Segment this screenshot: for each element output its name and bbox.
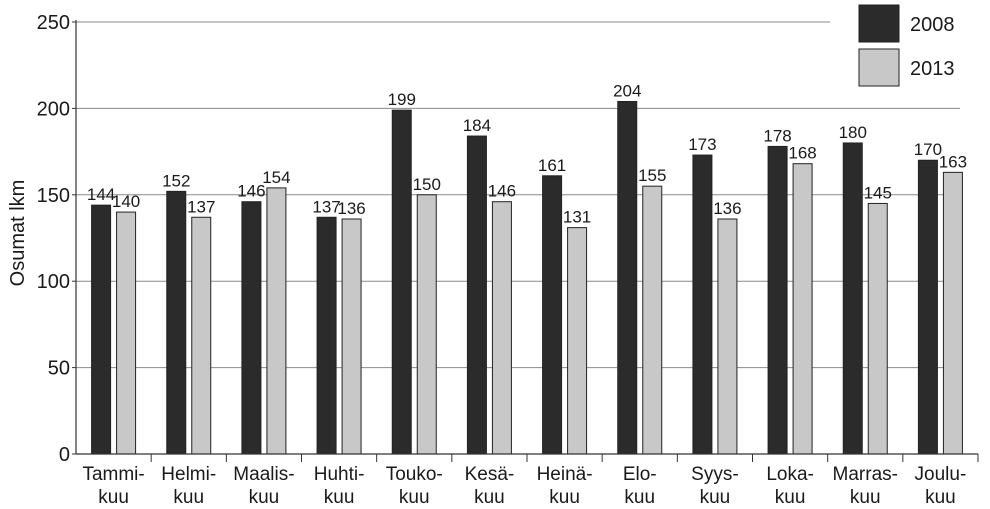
x-tick-label-10: Marras-kuu [833,464,898,508]
value-label-2008-4: 199 [388,90,416,109]
bars [91,100,963,455]
bar-2013-6 [567,227,588,455]
gridlines [76,21,960,369]
bar-2013-5 [491,201,512,455]
value-label-2013-11: 163 [939,152,967,171]
bar-2008-10 [842,142,863,455]
value-label-2008-7: 204 [613,81,641,100]
legend: 2008 2013 [858,4,955,87]
x-tick-label-4: Touko-kuu [386,464,443,508]
y-tick-label-0: 0 [59,444,70,466]
bar-2013-10 [867,202,888,455]
value-label-2008-2: 146 [237,182,265,201]
bar-2013-1 [191,216,212,455]
value-label-2013-3: 136 [337,199,365,218]
bar-2008-4 [391,109,412,455]
value-label-2013-2: 154 [262,168,290,187]
bar-2013-11 [942,171,963,455]
value-label-2008-9: 178 [763,126,791,145]
x-tick-label-2: Maalis-kuu [233,464,294,508]
bar-2013-9 [792,163,813,455]
value-label-2013-1: 137 [187,197,215,216]
x-tick-label-7: Elo-kuu [623,464,657,508]
value-label-2013-5: 146 [488,182,516,201]
y-tick-label-150: 150 [37,185,70,207]
legend-swatch-2008 [858,4,900,43]
value-label-2008-3: 137 [312,197,340,216]
x-tick-label-8: Syys-kuu [691,464,739,508]
bar-2008-3 [316,216,337,455]
legend-label-2013: 2013 [910,58,955,80]
legend-label-2008: 2008 [910,14,955,36]
x-tick-label-11: Joulu-kuu [915,464,967,508]
bar-2008-6 [542,175,563,455]
value-label-2008-10: 180 [839,123,867,142]
y-tick-label-50: 50 [48,358,70,380]
bar-2013-3 [341,218,362,455]
x-tick-label-0: Tammi-kuu [82,464,144,508]
value-label-2013-7: 155 [638,166,666,185]
y-tick-label-100: 100 [37,271,70,293]
value-label-2008-0: 144 [87,185,115,204]
bar-2008-2 [241,201,262,455]
y-tick-label-250: 250 [37,12,70,34]
y-axis-title: Osumat lkm [7,180,29,287]
value-labels: 1441401521371461541371361991501841461611… [87,81,967,226]
bar-2008-5 [466,135,487,455]
value-label-2008-11: 170 [914,140,942,159]
axes [72,20,979,462]
value-label-2013-9: 168 [788,144,816,163]
x-tick-label-9: Loka-kuu [766,464,814,508]
bar-2008-0 [91,204,112,455]
x-tick-label-5: Kesä-kuu [465,464,515,508]
bar-2013-0 [116,211,137,455]
x-tick-label-1: Helmi-kuu [161,464,216,508]
x-tick-labels: Tammi-kuu Helmi-kuu Maalis-kuu Huhti-kuu Tou… [82,464,966,508]
x-tick-label-6: Heinä-kuu [537,464,593,508]
bar-2008-1 [166,190,187,455]
bar-2013-8 [717,218,738,455]
value-label-2008-1: 152 [162,171,190,190]
bar-2008-11 [917,159,938,455]
value-label-2013-0: 140 [112,192,140,211]
value-label-2013-6: 131 [563,208,591,227]
value-label-2008-6: 161 [538,156,566,175]
bar-2013-7 [642,185,663,455]
y-tick-labels: 0 50 100 150 200 250 [37,12,70,466]
bar-2008-9 [767,145,788,455]
bar-2008-8 [692,154,713,455]
value-label-2008-8: 173 [688,135,716,154]
bar-2008-7 [617,100,638,455]
x-tick-label-3: Huhti-kuu [314,464,365,508]
value-label-2008-5: 184 [463,116,491,135]
value-label-2013-4: 150 [413,175,441,194]
value-label-2013-10: 145 [864,183,892,202]
y-tick-label-200: 200 [37,98,70,120]
value-label-2013-8: 136 [713,199,741,218]
bar-2013-2 [266,187,287,455]
bar-2013-4 [416,194,437,455]
legend-swatch-2013 [858,48,900,87]
